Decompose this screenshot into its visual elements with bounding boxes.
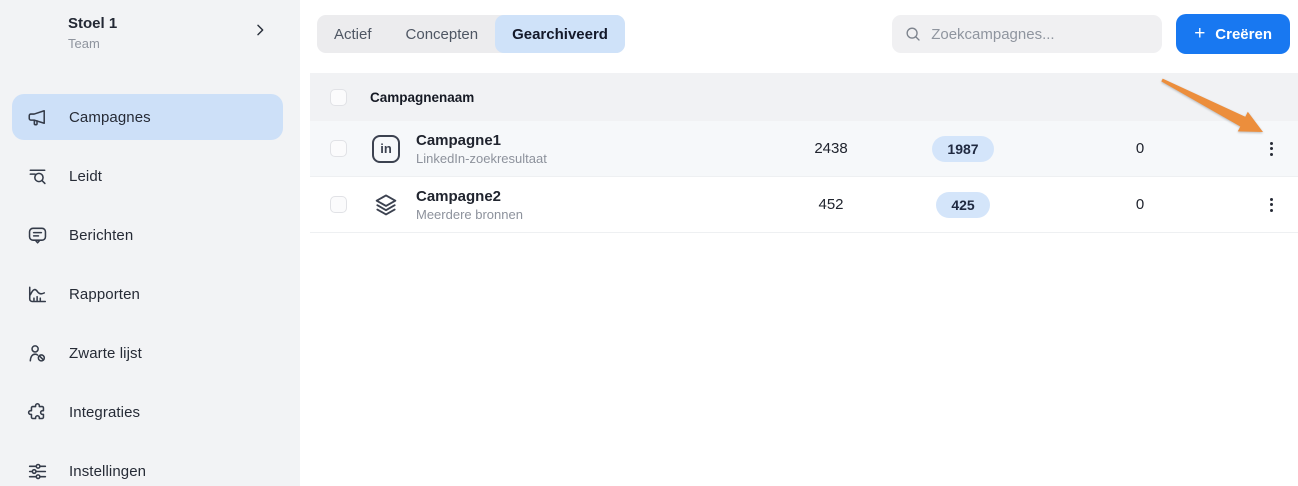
table-row[interactable]: in Campagne1 LinkedIn-zoekresultaat 2438…	[310, 121, 1298, 177]
puzzle-icon	[26, 401, 49, 424]
team-name: Stoel 1	[68, 15, 118, 32]
sliders-icon	[26, 460, 49, 483]
sidebar-item-label: Leidt	[69, 167, 103, 185]
sidebar-item-leidt[interactable]: Leidt	[12, 153, 283, 199]
layers-icon	[372, 191, 400, 219]
search-input[interactable]	[931, 25, 1151, 43]
zero-count: 0	[1135, 196, 1145, 213]
tab-concepten[interactable]: Concepten	[389, 15, 496, 53]
search-box	[892, 15, 1163, 53]
sidebar-item-berichten[interactable]: Berichten	[12, 212, 283, 258]
sidebar-item-campagnes[interactable]: Campagnes	[12, 94, 283, 140]
sidebar-item-label: Integraties	[69, 403, 141, 421]
chart-icon	[26, 283, 49, 306]
tab-actief[interactable]: Actief	[317, 15, 389, 53]
create-button[interactable]: + Creëren	[1176, 14, 1290, 54]
create-button-label: Creëren	[1215, 25, 1272, 43]
sidebar: Stoel 1 Team Campagnes	[0, 0, 300, 486]
sidebar-item-integraties[interactable]: Integraties	[12, 389, 283, 435]
row-kebab-menu[interactable]	[1264, 136, 1279, 162]
team-switcher[interactable]: Stoel 1 Team	[0, 15, 300, 51]
tab-gearchiveerd[interactable]: Gearchiveerd	[495, 15, 625, 53]
select-all-checkbox[interactable]	[330, 88, 347, 106]
leads-count: 452	[818, 196, 844, 213]
sidebar-item-label: Rapporten	[69, 285, 140, 303]
campaign-source: LinkedIn-zoekresultaat	[416, 151, 547, 167]
status-badge: 1987	[932, 135, 994, 162]
zero-count: 0	[1135, 140, 1145, 157]
leads-search-icon	[26, 165, 49, 188]
sidebar-item-instellingen[interactable]: Instellingen	[12, 448, 283, 486]
leads-count: 2438	[814, 140, 848, 157]
sidebar-item-label: Campagnes	[69, 108, 151, 126]
sidebar-item-label: Zwarte lijst	[69, 344, 142, 362]
toolbar: Actief Concepten Gearchiveerd + Creëren	[317, 14, 1290, 54]
campaigns-table: Campagnenaam in Campagne1 LinkedIn-zoekr…	[310, 73, 1298, 233]
team-subtitle: Team	[68, 35, 100, 51]
blocked-user-icon	[26, 342, 49, 365]
sidebar-item-rapporten[interactable]: Rapporten	[12, 271, 283, 317]
sidebar-item-label: Instellingen	[69, 462, 147, 480]
row-checkbox[interactable]	[330, 196, 347, 213]
campaign-source: Meerdere bronnen	[416, 207, 523, 223]
sidebar-nav: Campagnes Leidt	[12, 94, 283, 486]
message-icon	[26, 224, 49, 247]
table-header-row: Campagnenaam	[310, 73, 1298, 121]
campaign-name: Campagne1	[416, 131, 502, 149]
plus-icon: +	[1194, 22, 1206, 44]
status-badge: 425	[936, 191, 990, 218]
row-checkbox[interactable]	[330, 140, 347, 157]
table-row[interactable]: Campagne2 Meerdere bronnen 452 425 0	[310, 177, 1298, 233]
sidebar-item-label: Berichten	[69, 226, 134, 244]
campaign-name: Campagne2	[416, 187, 502, 205]
linkedin-icon: in	[372, 134, 400, 163]
search-icon	[904, 25, 922, 43]
status-tabs: Actief Concepten Gearchiveerd	[317, 15, 625, 53]
chevron-right-icon[interactable]	[252, 22, 268, 38]
sidebar-item-zwarte-lijst[interactable]: Zwarte lijst	[12, 330, 283, 376]
megaphone-icon	[26, 106, 49, 129]
row-kebab-menu[interactable]	[1264, 192, 1279, 218]
column-header-campagnenaam: Campagnenaam	[370, 89, 475, 105]
